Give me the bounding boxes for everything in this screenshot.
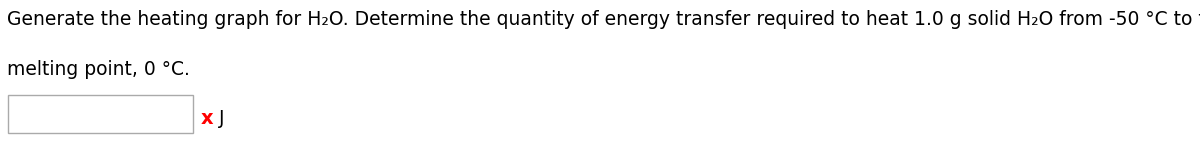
- Text: J: J: [220, 109, 224, 128]
- Text: melting point, 0 °C.: melting point, 0 °C.: [7, 60, 190, 79]
- Text: x: x: [202, 109, 214, 128]
- Text: Generate the heating graph for H₂O. Determine the quantity of energy transfer re: Generate the heating graph for H₂O. Dete…: [7, 10, 1200, 29]
